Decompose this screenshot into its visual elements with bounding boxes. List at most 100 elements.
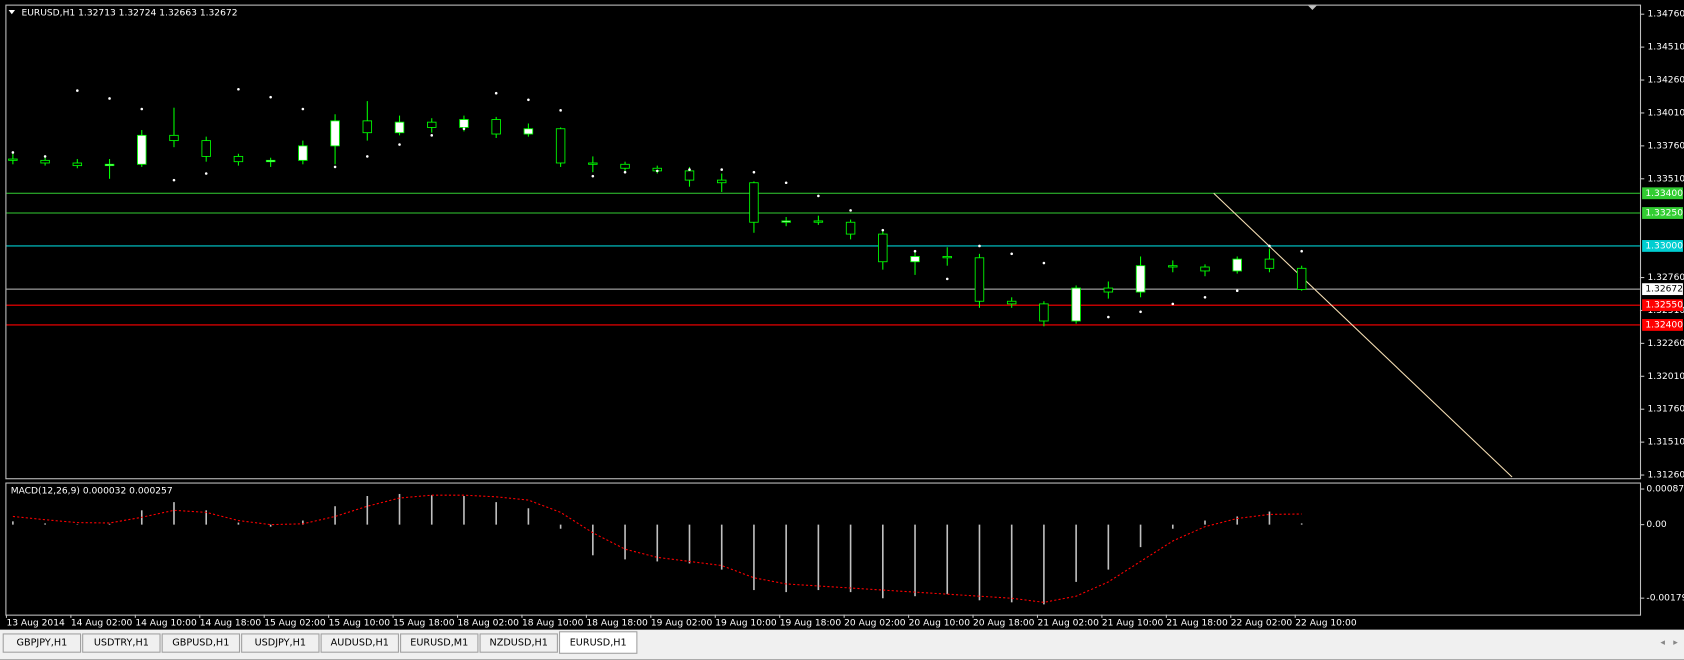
- y-tick-label: 0.00: [1646, 520, 1666, 530]
- candle-body: [1296, 267, 1307, 290]
- y-tick-label: 1.31260: [1647, 471, 1684, 481]
- candle-body: [555, 128, 566, 164]
- sar-dot: [494, 91, 498, 95]
- candle-body: [427, 121, 437, 128]
- x-tick-label: 20 Aug 10:00: [909, 619, 971, 629]
- level-label-bg: [1642, 319, 1683, 331]
- level-label: 1.33250: [1645, 209, 1683, 219]
- tab[interactable]: GBPJPY,H1: [2, 633, 82, 653]
- sar-dot: [430, 134, 434, 137]
- sar-dot: [527, 98, 530, 102]
- candle-body: [523, 128, 534, 135]
- sar-dot: [204, 172, 208, 175]
- candle-body: [588, 162, 598, 165]
- y-tick-label: 1.33510: [1647, 174, 1684, 184]
- y-tick-label: 1.32760: [1647, 273, 1684, 283]
- tab-bg: [2, 633, 82, 653]
- tab[interactable]: EURUSD,M1: [400, 633, 479, 653]
- tab-bg: [320, 633, 399, 653]
- y-tick-label: 1.32010: [1647, 372, 1684, 382]
- tab[interactable]: USDTRY,H1: [82, 633, 161, 653]
- tab-bg: [400, 633, 479, 653]
- candle-body: [878, 233, 888, 263]
- sar-dot: [237, 87, 240, 91]
- candle-body: [265, 159, 276, 163]
- y-tick-label: 1.31760: [1647, 405, 1684, 415]
- price-panel: [5, 4, 1642, 480]
- x-tick-label: 22 Aug 10:00: [1295, 619, 1357, 629]
- sar-dot: [1074, 317, 1078, 320]
- candle-body: [72, 162, 83, 167]
- sar-dot: [688, 168, 691, 171]
- y-tick-label: 1.33760: [1647, 141, 1684, 151]
- x-tick-label: 15 Aug 10:00: [329, 619, 391, 629]
- tab-bg: [161, 633, 241, 653]
- x-tick-label: 19 Aug 02:00: [651, 619, 713, 629]
- sar-dot: [849, 209, 852, 212]
- candle-body: [1039, 303, 1049, 322]
- candle-body: [169, 134, 179, 142]
- y-tick-label: 1.31510: [1647, 438, 1684, 448]
- sar-dot: [11, 151, 15, 154]
- shift-marker: [1308, 5, 1317, 10]
- sar-dot: [1171, 302, 1175, 306]
- sar-dot: [945, 277, 949, 281]
- tab-label: EURUSD,H1: [570, 638, 627, 649]
- tab-label: USDJPY,H1: [255, 638, 306, 649]
- tab[interactable]: NZDUSD,H1: [479, 633, 558, 653]
- sar-dot: [1010, 252, 1013, 256]
- candle-body: [1200, 266, 1210, 272]
- sar-dot: [366, 155, 369, 158]
- candle-body: [845, 221, 856, 235]
- tab-label: EURUSD,M1: [410, 638, 468, 649]
- sar-dot: [978, 244, 981, 248]
- candle-body: [40, 159, 50, 164]
- candle-body: [749, 182, 759, 223]
- sar-dot: [559, 109, 562, 112]
- sar-dot: [1203, 296, 1207, 299]
- scroll-right[interactable]: ▸: [1673, 638, 1678, 648]
- menu-arrow[interactable]: [8, 9, 16, 15]
- level-label: 1.32672: [1645, 285, 1683, 295]
- x-tick-label: 15 Aug 02:00: [264, 619, 326, 629]
- tab[interactable]: EURUSD,H1: [559, 631, 638, 654]
- x-tick-label: 22 Aug 02:00: [1231, 619, 1293, 629]
- candle-body: [1071, 287, 1081, 322]
- tab-bg: [479, 633, 558, 653]
- x-tick-label: 19 Aug 10:00: [715, 619, 777, 629]
- sar-dot: [398, 143, 401, 146]
- x-tick-label: 21 Aug 02:00: [1037, 619, 1099, 629]
- tab[interactable]: AUDUSD,H1: [320, 633, 399, 653]
- tab[interactable]: GBPUSD,H1: [161, 633, 241, 653]
- candle-body: [459, 119, 469, 128]
- candle-body: [137, 134, 147, 165]
- candle-body: [394, 121, 405, 134]
- candle-body: [8, 158, 18, 161]
- level-label-bg: [1642, 240, 1683, 252]
- sar-dot: [462, 127, 466, 131]
- sar-dot: [752, 170, 756, 174]
- tab-label: GBPJPY,H1: [17, 638, 68, 649]
- sar-dot: [1042, 261, 1046, 265]
- candle-body: [684, 170, 695, 181]
- chart-title: EURUSD,H1 1.32713 1.32724 1.32663 1.3267…: [21, 9, 237, 19]
- tab-label: AUDUSD,H1: [331, 638, 389, 649]
- x-tick-label: 13 Aug 2014: [6, 619, 65, 629]
- candle-body: [1168, 265, 1178, 268]
- sar-dot: [1300, 249, 1303, 253]
- x-tick-label: 18 Aug 18:00: [586, 619, 648, 629]
- scroll-left[interactable]: ◂: [1660, 638, 1665, 648]
- x-tick-label: 15 Aug 18:00: [393, 619, 455, 629]
- tab[interactable]: USDJPY,H1: [241, 633, 320, 653]
- tab-label: GBPUSD,H1: [172, 638, 229, 649]
- y-tick-label: 1.34760: [1647, 10, 1684, 20]
- candle-body: [910, 256, 920, 263]
- sar-dot: [1139, 310, 1142, 314]
- level-label-bg: [1642, 207, 1683, 219]
- macd-panel: [5, 482, 1642, 616]
- tab-bg: [241, 633, 320, 653]
- candle-body: [330, 120, 340, 147]
- tab-bg: [559, 631, 638, 654]
- chart-layer: 1.34760 1.34510 1.34260 1.34010 1.33760 1.335…: [5, 10, 1684, 629]
- candle-body: [620, 163, 630, 169]
